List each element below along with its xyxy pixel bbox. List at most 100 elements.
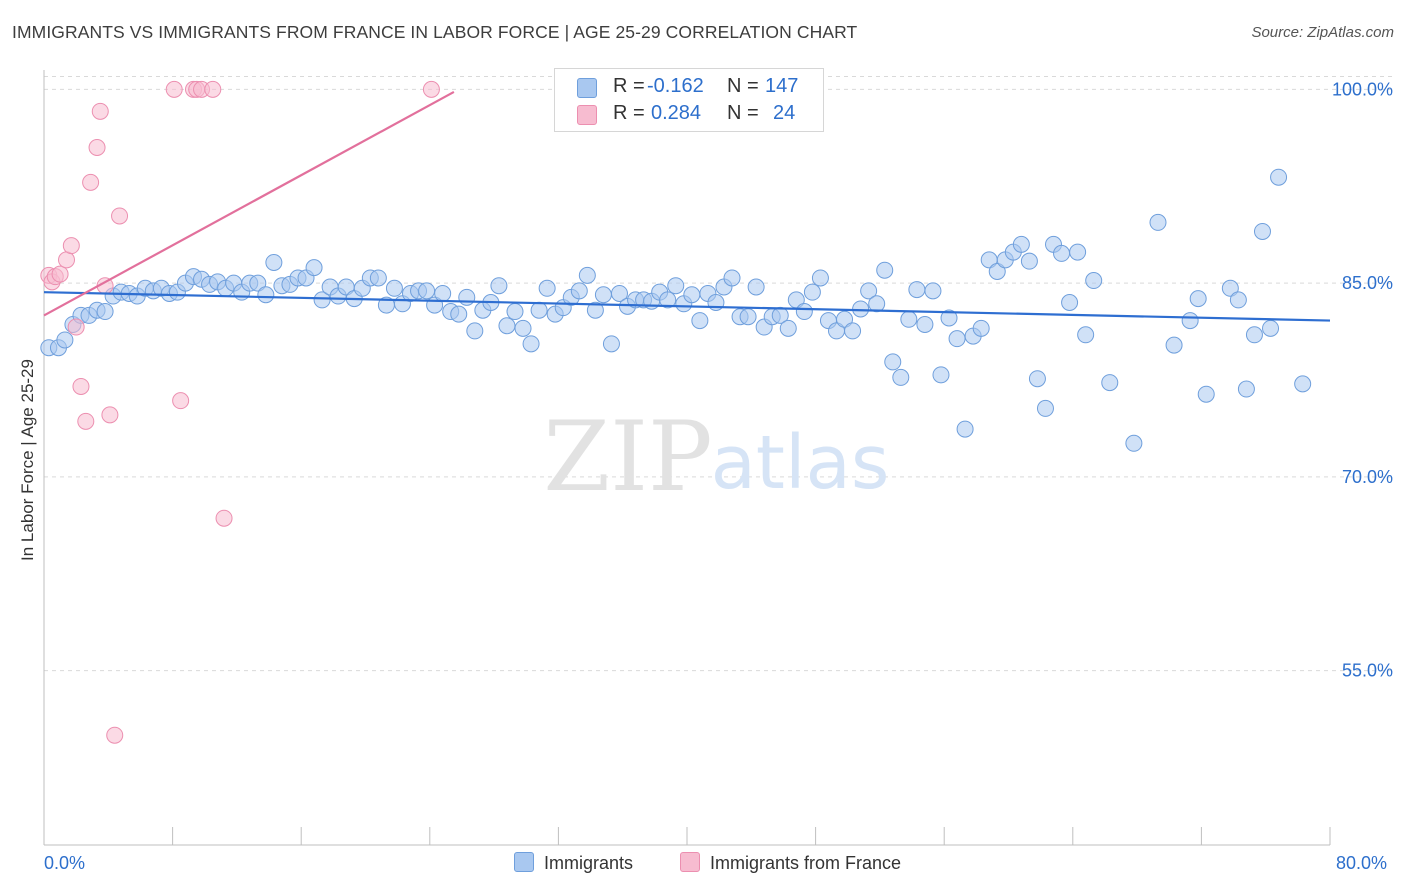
point-france	[77, 412, 95, 430]
point-immigrants	[1237, 380, 1255, 398]
point-france	[215, 509, 233, 527]
point-immigrants	[538, 279, 556, 297]
legend-n-label: N =	[727, 102, 759, 124]
point-immigrants	[1221, 279, 1239, 297]
point-immigrants	[530, 301, 548, 319]
point-immigrants	[305, 259, 323, 277]
point-immigrants	[1149, 213, 1167, 231]
point-immigrants	[313, 291, 331, 309]
point-immigrants	[884, 353, 902, 371]
stats-legend: R = -0.162 N = 147 R = 0.284 N = 24	[554, 68, 824, 132]
point-immigrants	[1165, 336, 1183, 354]
point-immigrants	[739, 308, 757, 326]
point-france	[101, 406, 119, 424]
legend-n-value: 147	[765, 75, 799, 97]
point-france	[51, 265, 69, 283]
chart-title: IMMIGRANTS VS IMMIGRANTS FROM FRANCE IN …	[12, 22, 858, 42]
point-immigrants	[811, 269, 829, 287]
legend-swatch-france	[680, 852, 700, 872]
point-immigrants	[385, 279, 403, 297]
point-immigrants	[908, 281, 926, 299]
point-immigrants	[56, 331, 74, 349]
point-immigrants	[1069, 243, 1087, 261]
point-immigrants	[506, 303, 524, 321]
point-immigrants	[434, 284, 452, 302]
point-france	[72, 377, 90, 395]
point-immigrants	[1101, 374, 1119, 392]
point-france	[67, 318, 85, 336]
watermark-zip: ZIP	[543, 401, 712, 513]
trend-line-immigrants	[43, 291, 1331, 322]
point-immigrants	[1270, 168, 1288, 186]
legend-label-immigrants: Immigrants	[544, 853, 634, 873]
point-france	[165, 80, 183, 98]
point-immigrants	[1012, 235, 1030, 253]
point-immigrants	[514, 319, 532, 337]
point-france	[204, 80, 222, 98]
x-tick-label-max: 80.0%	[1336, 853, 1388, 873]
point-immigrants	[1085, 272, 1103, 290]
point-immigrants	[522, 335, 540, 353]
point-immigrants	[418, 282, 436, 300]
legend-r-value: -0.162	[647, 75, 704, 97]
point-immigrants	[723, 269, 741, 287]
point-immigrants	[924, 282, 942, 300]
point-immigrants	[988, 263, 1006, 280]
legend-label-france: Immigrants from France	[710, 853, 902, 873]
y-tick-labels: 55.0% 70.0% 85.0% 100.0%	[1332, 79, 1393, 680]
y-tick-label: 100.0%	[1332, 79, 1393, 99]
point-immigrants	[836, 310, 854, 328]
point-immigrants	[96, 303, 114, 321]
point-immigrants	[602, 335, 620, 353]
trend-layer	[43, 90, 1331, 322]
axis-layer	[43, 70, 1331, 846]
point-immigrants	[972, 319, 990, 337]
point-immigrants	[1028, 370, 1046, 388]
point-france	[172, 392, 190, 410]
point-immigrants	[1229, 291, 1247, 309]
point-immigrants	[1125, 434, 1143, 452]
point-immigrants	[1253, 222, 1271, 240]
point-france	[422, 80, 440, 98]
point-immigrants	[1294, 375, 1312, 393]
y-tick-label: 70.0%	[1342, 467, 1393, 487]
watermark-atlas: atlas	[711, 420, 890, 506]
legend-item-france[interactable]: Immigrants from France	[680, 852, 901, 874]
point-france	[111, 207, 129, 225]
point-immigrants	[458, 288, 476, 306]
point-france	[58, 251, 76, 269]
point-immigrants	[683, 286, 701, 304]
point-immigrants	[659, 291, 677, 309]
point-immigrants	[940, 309, 958, 327]
legend-swatch-blue	[577, 78, 597, 98]
point-immigrants	[570, 282, 588, 300]
point-immigrants	[916, 315, 934, 333]
legend-swatch-pink	[577, 105, 597, 125]
grid-layer	[44, 75, 1392, 672]
point-immigrants	[1262, 319, 1280, 337]
legend-n-label: N =	[727, 75, 759, 97]
point-immigrants	[948, 330, 966, 348]
point-immigrants	[932, 366, 950, 384]
point-immigrants	[1197, 385, 1215, 403]
point-immigrants	[1020, 252, 1038, 270]
legend-item-immigrants[interactable]: Immigrants	[514, 852, 633, 874]
point-immigrants	[466, 322, 484, 340]
point-immigrants	[844, 322, 862, 340]
point-immigrants	[586, 301, 604, 319]
point-immigrants	[578, 266, 596, 284]
point-immigrants	[691, 312, 709, 330]
y-tick-label: 55.0%	[1342, 661, 1393, 681]
point-immigrants	[1181, 312, 1199, 330]
point-immigrants	[1061, 294, 1079, 311]
watermark: ZIP atlas	[543, 401, 889, 513]
legend-r-value: 0.284	[651, 102, 702, 124]
point-immigrants	[249, 274, 267, 292]
legend-n-value: 24	[773, 102, 796, 124]
point-france	[91, 102, 109, 120]
x-tick-label-min: 0.0%	[44, 853, 86, 873]
trend-line-france	[43, 90, 455, 317]
legend-r-label: R =	[613, 75, 645, 97]
point-immigrants	[1189, 290, 1207, 308]
point-immigrants	[747, 278, 765, 296]
